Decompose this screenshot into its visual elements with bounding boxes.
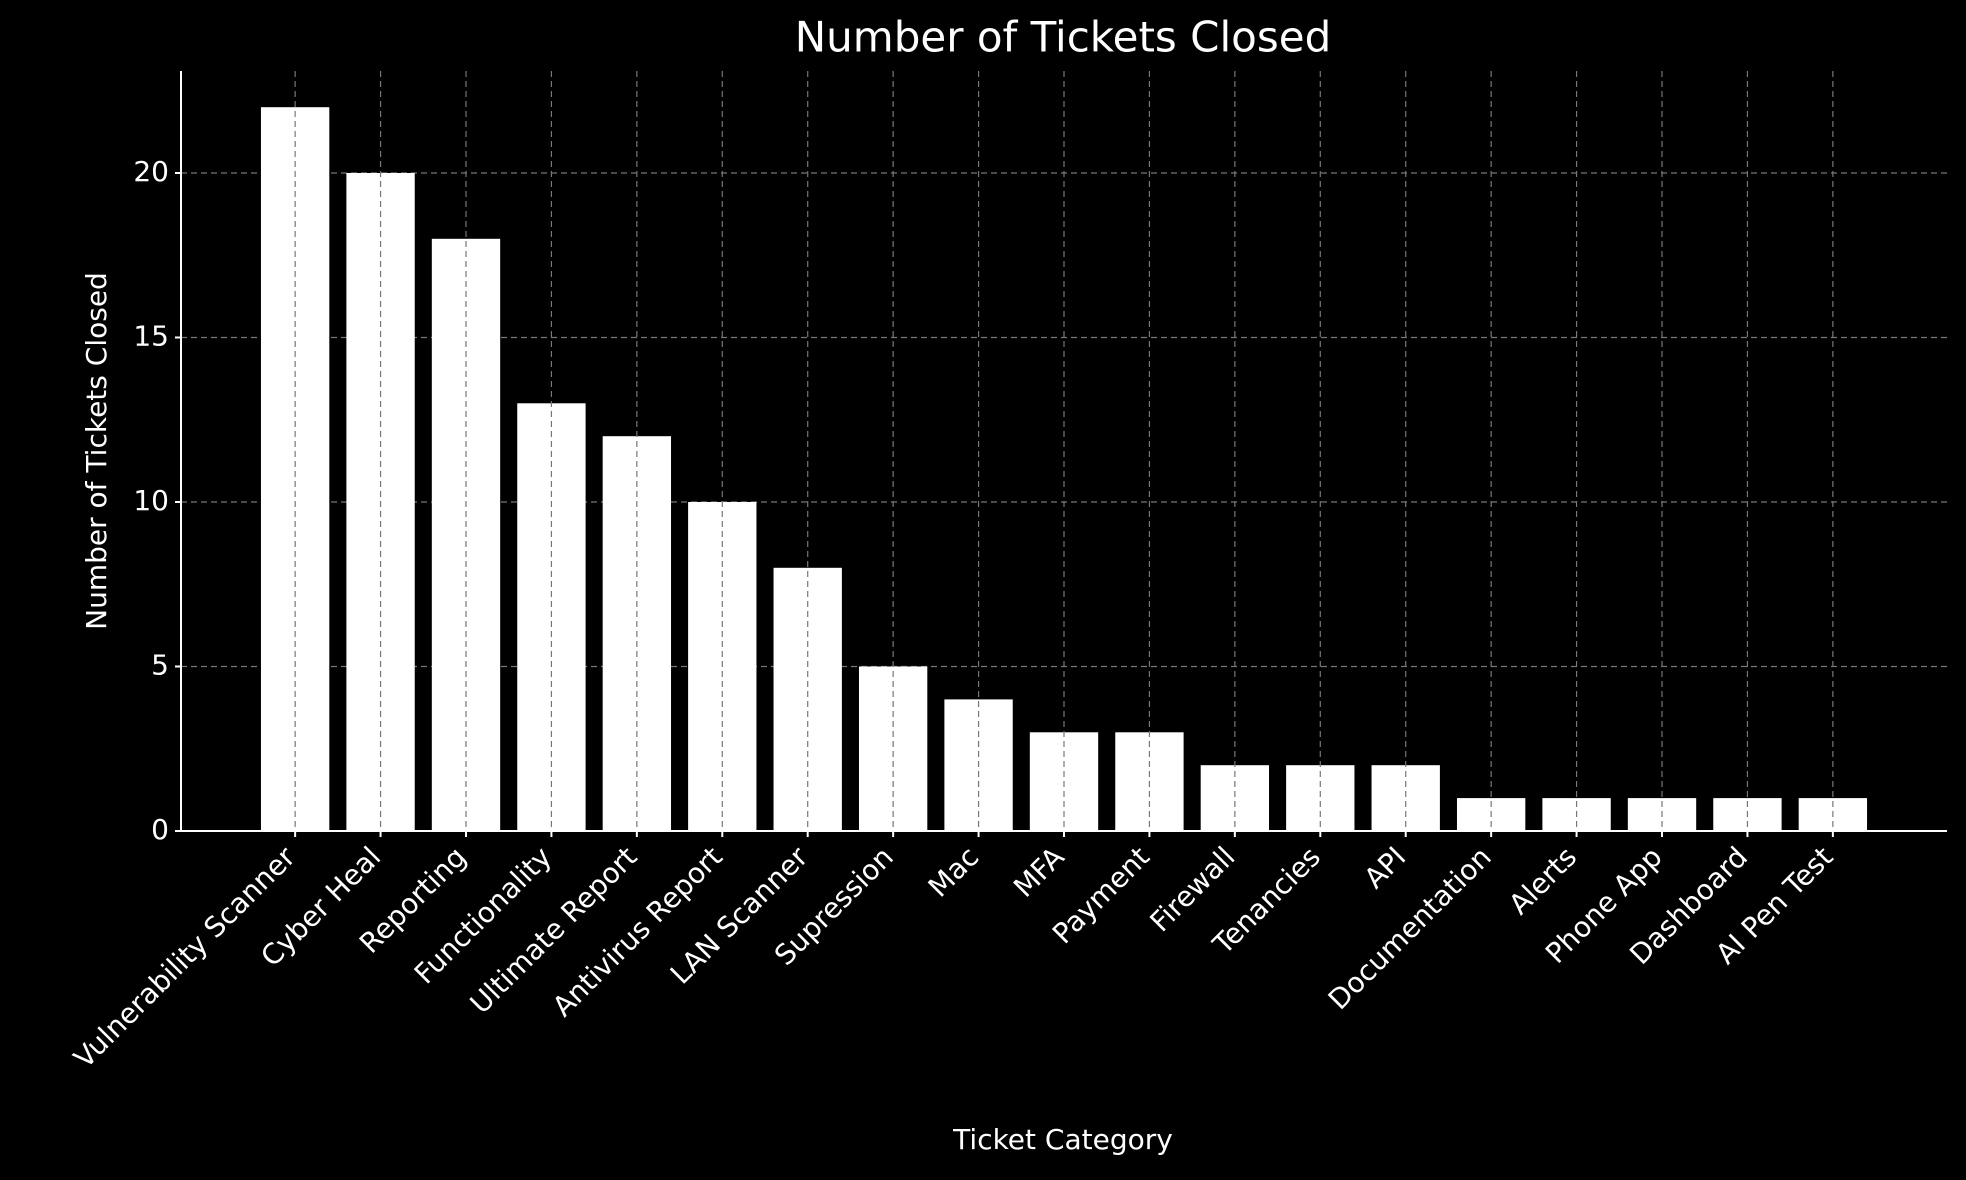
x-tick-label: MFA bbox=[1007, 840, 1071, 904]
x-tick-label: Alerts bbox=[1502, 840, 1583, 921]
x-axis-label: Ticket Category bbox=[952, 1123, 1173, 1156]
y-tick-label: 15 bbox=[133, 319, 169, 352]
y-axis-label: Number of Tickets Closed bbox=[80, 272, 113, 630]
x-tick-label: API bbox=[1358, 840, 1413, 895]
y-tick-label: 5 bbox=[151, 648, 169, 681]
x-tick-label: Documentation bbox=[1322, 840, 1498, 1016]
bar bbox=[260, 107, 330, 831]
chart-title: Number of Tickets Closed bbox=[795, 13, 1331, 62]
y-tick-label: 0 bbox=[151, 813, 169, 846]
x-tick-label: Mac bbox=[922, 840, 985, 903]
y-tick-label: 20 bbox=[133, 155, 169, 188]
y-tick-label: 10 bbox=[133, 484, 169, 517]
